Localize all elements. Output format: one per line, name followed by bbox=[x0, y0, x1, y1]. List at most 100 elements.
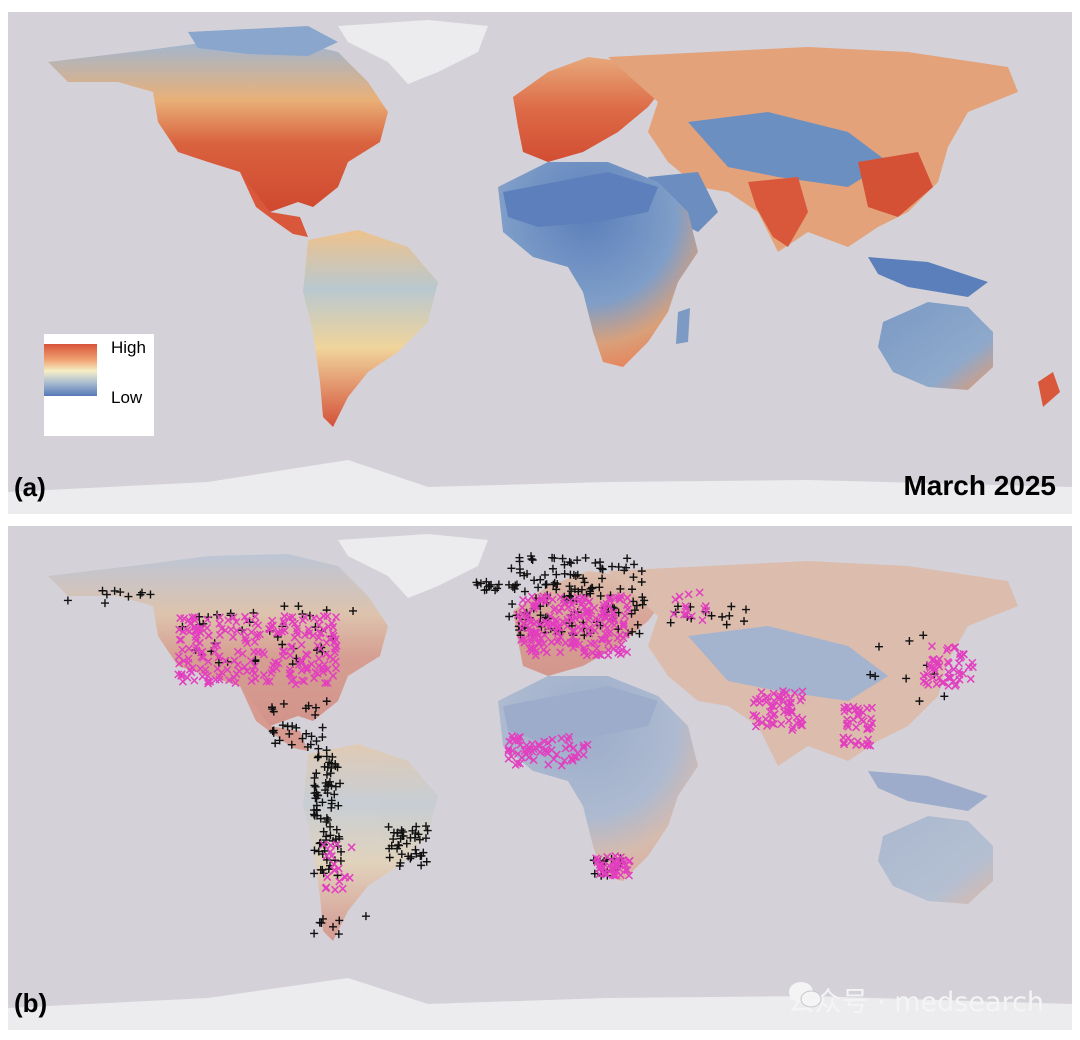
plus-marker bbox=[322, 817, 331, 826]
plus-marker bbox=[875, 642, 884, 651]
map-panel-b: (b) 公众号 · medsearch bbox=[8, 526, 1072, 1030]
cross-marker bbox=[695, 588, 704, 597]
cross-marker bbox=[177, 635, 186, 644]
plus-marker bbox=[395, 841, 404, 850]
cross-marker bbox=[310, 674, 319, 683]
cross-marker bbox=[175, 635, 184, 644]
plus-marker bbox=[312, 805, 321, 814]
cross-marker bbox=[184, 616, 193, 625]
cross-marker bbox=[784, 716, 793, 725]
central-asia-low bbox=[688, 112, 888, 187]
cross-marker bbox=[507, 752, 516, 761]
cross-marker bbox=[508, 732, 517, 741]
cross-marker bbox=[240, 612, 249, 621]
plus-marker bbox=[637, 567, 646, 576]
plus-marker bbox=[580, 578, 589, 587]
plus-marker bbox=[421, 834, 430, 843]
cross-marker bbox=[175, 625, 184, 634]
cross-marker bbox=[619, 622, 628, 631]
cross-marker bbox=[559, 596, 568, 605]
india bbox=[748, 177, 808, 247]
cross-marker bbox=[241, 636, 250, 645]
plus-marker bbox=[552, 570, 561, 579]
plus-marker bbox=[516, 631, 525, 640]
cross-marker bbox=[321, 679, 330, 688]
cross-marker bbox=[571, 614, 580, 623]
plus-marker bbox=[586, 589, 595, 598]
plus-marker bbox=[326, 769, 335, 778]
cross-marker bbox=[298, 676, 307, 685]
plus-marker bbox=[637, 577, 646, 586]
cross-marker bbox=[548, 735, 557, 744]
cross-marker bbox=[231, 678, 240, 688]
cross-marker bbox=[671, 595, 680, 604]
greenland bbox=[338, 20, 488, 84]
plus-marker bbox=[302, 729, 311, 738]
cross-marker bbox=[578, 597, 587, 606]
plus-marker bbox=[384, 822, 393, 831]
plus-marker bbox=[333, 763, 342, 772]
plus-marker bbox=[321, 786, 330, 795]
cross-marker bbox=[852, 741, 861, 750]
legend-low-label: Low bbox=[111, 388, 143, 407]
cross-marker bbox=[768, 701, 777, 710]
plus-marker bbox=[590, 869, 599, 878]
cross-marker bbox=[529, 756, 538, 765]
plus-marker bbox=[271, 739, 280, 748]
plus-marker bbox=[312, 769, 321, 778]
cross-marker bbox=[322, 650, 331, 659]
plus-marker bbox=[269, 728, 278, 737]
plus-marker bbox=[311, 703, 320, 712]
plus-marker bbox=[915, 697, 924, 706]
cross-marker bbox=[944, 681, 953, 690]
plus-marker bbox=[310, 869, 319, 878]
plus-marker bbox=[579, 574, 588, 583]
cross-marker bbox=[191, 636, 200, 645]
cross-marker bbox=[935, 673, 944, 682]
cross-marker bbox=[624, 857, 633, 866]
cross-marker bbox=[769, 696, 778, 705]
cross-marker bbox=[928, 673, 937, 682]
cross-marker bbox=[217, 668, 226, 677]
plus-marker bbox=[623, 554, 632, 563]
cross-marker bbox=[520, 635, 529, 644]
australia bbox=[878, 302, 993, 390]
plus-marker bbox=[542, 580, 551, 589]
cross-marker bbox=[866, 714, 876, 723]
plus-marker bbox=[528, 556, 537, 565]
cross-marker bbox=[242, 667, 252, 676]
cross-marker bbox=[867, 703, 876, 712]
cross-marker bbox=[229, 613, 238, 622]
cross-marker bbox=[957, 652, 966, 661]
plus-marker bbox=[318, 798, 327, 807]
cross-marker bbox=[329, 671, 338, 680]
cross-marker bbox=[763, 721, 772, 730]
cross-marker bbox=[331, 657, 340, 666]
plus-marker bbox=[722, 620, 731, 629]
cross-marker bbox=[579, 750, 588, 759]
plus-marker bbox=[725, 611, 734, 620]
plus-marker bbox=[313, 791, 322, 800]
plus-marker bbox=[536, 611, 545, 620]
plus-marker bbox=[472, 578, 481, 587]
cross-marker bbox=[323, 665, 332, 674]
plus-marker bbox=[407, 852, 416, 861]
plus-marker bbox=[399, 827, 408, 836]
cross-marker bbox=[203, 623, 212, 632]
cross-marker bbox=[579, 741, 588, 750]
cross-marker bbox=[943, 644, 952, 653]
cross-marker bbox=[852, 723, 861, 732]
plus-marker bbox=[307, 732, 316, 741]
madagascar bbox=[676, 308, 690, 344]
cross-marker bbox=[968, 658, 977, 667]
cross-marker bbox=[543, 738, 552, 747]
plus-marker bbox=[573, 556, 582, 565]
cross-marker bbox=[556, 648, 565, 657]
plus-marker bbox=[310, 781, 319, 790]
cross-marker bbox=[865, 724, 874, 733]
cross-marker bbox=[204, 677, 213, 686]
plus-marker bbox=[327, 799, 336, 808]
plus-marker bbox=[326, 822, 335, 831]
cross-marker bbox=[541, 617, 550, 626]
plus-marker bbox=[629, 573, 638, 582]
